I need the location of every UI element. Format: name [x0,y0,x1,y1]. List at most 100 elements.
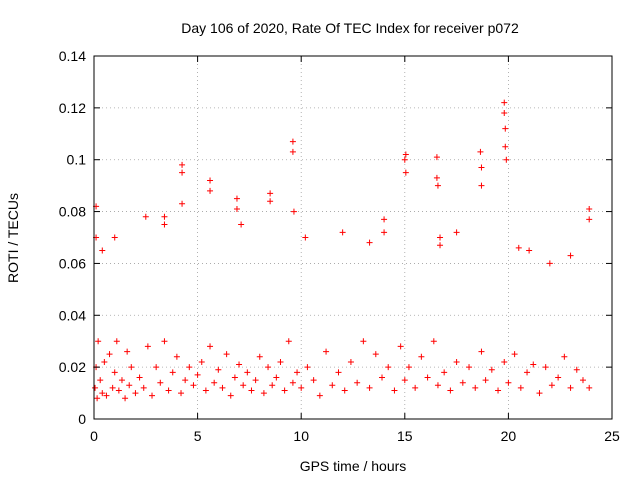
data-point [142,213,149,220]
data-point [434,182,441,189]
data-point [128,364,135,371]
data-point [503,156,510,163]
data-point [99,390,106,397]
data-point [94,395,101,402]
data-point [101,358,108,365]
data-point [329,382,336,389]
data-point [99,247,106,254]
data-point [173,353,180,360]
data-point [248,387,255,394]
data-point [502,143,509,150]
data-point [207,177,214,184]
data-point [437,234,444,241]
data-point [165,387,172,394]
data-point [211,379,218,386]
data-point [501,358,508,365]
x-tick-label: 15 [397,428,413,444]
data-point [478,348,485,355]
tick-labels: 0 5 10 15 20 25 0 0.02 0.04 0.06 0.08 0.1 0.12 0.14 [59,48,620,444]
data-point [273,374,280,381]
data-point [430,338,437,345]
data-point [113,338,120,345]
data-point [179,169,186,176]
data-point [405,364,412,371]
data-point [424,374,431,381]
data-point [202,387,209,394]
y-tick-label: 0 [78,411,86,427]
data-point [198,358,205,365]
data-point [561,353,568,360]
data-point [227,392,234,399]
data-point [447,387,454,394]
y-tick-label: 0.02 [59,359,86,375]
data-point [453,358,460,365]
data-point [530,361,537,368]
data-point [223,351,230,358]
data-point [111,369,118,376]
data-point [567,384,574,391]
data-point [298,384,305,391]
data-point [281,387,288,394]
data-point [153,364,160,371]
data-point [488,366,495,373]
data-point [505,379,512,386]
data-point [459,379,466,386]
x-tick-label: 20 [501,428,517,444]
data-point [240,382,247,389]
data-point [233,205,240,212]
data-point [169,369,176,376]
data-point [573,366,580,373]
data-point [478,164,485,171]
data-point [495,387,502,394]
data-marks [92,99,593,402]
data-point [304,364,311,371]
data-point [219,384,226,391]
data-point [366,384,373,391]
data-point [294,369,301,376]
data-point [267,198,274,205]
data-point [501,110,508,117]
data-point [391,387,398,394]
data-point [231,374,238,381]
y-tick-label: 0.14 [59,48,86,64]
grid [94,56,612,419]
data-point [289,379,296,386]
data-point [161,213,168,220]
data-point [478,182,485,189]
data-point [179,200,186,207]
data-point [122,395,129,402]
data-point [482,377,489,384]
data-point [586,216,593,223]
x-tick-label: 5 [194,428,202,444]
data-point [256,353,263,360]
data-point [111,234,118,241]
plot-frame [93,55,613,420]
data-point [437,242,444,249]
data-point [548,382,555,389]
data-point [244,369,251,376]
data-point [260,390,267,397]
chart-title: Day 106 of 2020, Rate Of TEC Index for r… [181,20,519,36]
y-tick-label: 0.12 [59,100,86,116]
data-point [341,387,348,394]
data-point [316,392,323,399]
data-point [397,343,404,350]
data-point [269,382,276,389]
data-point [379,374,386,381]
data-point [161,221,168,228]
data-point [381,216,388,223]
data-point [136,374,143,381]
y-tick-label: 0.06 [59,255,86,271]
y-tick-label: 0.1 [67,152,87,168]
data-point [161,338,168,345]
data-point [144,343,151,350]
x-tick-label: 10 [293,428,309,444]
data-point [126,382,133,389]
data-point [418,353,425,360]
data-point [586,205,593,212]
x-tick-label: 25 [604,428,620,444]
data-point [109,384,116,391]
y-tick-label: 0.08 [59,204,86,220]
data-point [434,382,441,389]
